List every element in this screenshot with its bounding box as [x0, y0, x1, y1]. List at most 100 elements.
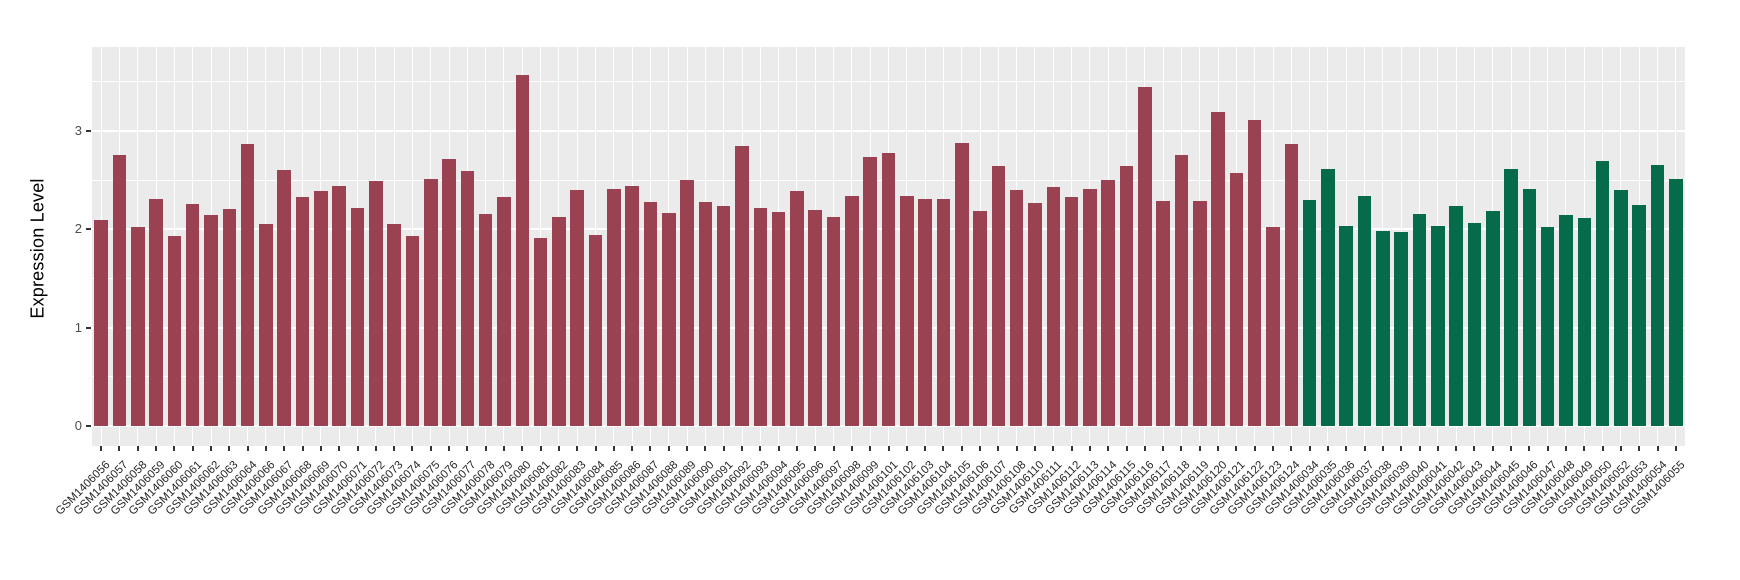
- x-tick-mark: [1546, 446, 1549, 451]
- bar-GSM1406077: [460, 171, 475, 426]
- x-tick-mark: [210, 446, 213, 451]
- x-tick-mark: [1601, 446, 1604, 451]
- x-tick-mark: [777, 446, 780, 451]
- bar-GSM1406067: [277, 170, 292, 426]
- bar-GSM1406034: [1302, 199, 1317, 426]
- x-tick-mark: [1564, 446, 1567, 451]
- bar-GSM1406073: [387, 224, 401, 426]
- bar-GSM1406112: [1064, 196, 1079, 426]
- x-tick-mark: [667, 446, 670, 451]
- x-tick-mark: [997, 446, 1000, 451]
- x-tick-mark: [1510, 446, 1513, 451]
- bar-GSM1406122: [1247, 120, 1262, 426]
- y-tick-label: 2: [74, 221, 82, 237]
- y-tick-mark: [86, 228, 91, 231]
- bar-GSM1406072: [369, 181, 383, 426]
- bar-GSM1406071: [350, 207, 365, 426]
- x-tick-mark: [1052, 446, 1055, 451]
- x-tick-mark: [704, 446, 707, 451]
- x-tick-mark: [1491, 446, 1494, 451]
- x-tick-mark: [1015, 446, 1018, 451]
- bar-GSM1406068: [295, 196, 310, 426]
- y-tick-mark: [86, 425, 91, 427]
- x-tick-mark: [1253, 446, 1256, 451]
- x-tick-mark: [631, 446, 634, 451]
- bar-GSM1406075: [423, 179, 438, 426]
- x-tick-mark: [319, 446, 322, 451]
- x-tick-mark: [1107, 446, 1110, 451]
- bar-GSM1406118: [1174, 154, 1189, 426]
- bar-GSM1406060: [167, 236, 182, 426]
- bar-GSM1406108: [1009, 190, 1024, 426]
- bar-GSM1406091: [716, 205, 731, 426]
- x-tick-mark: [979, 446, 982, 451]
- bar-GSM1406048: [1559, 214, 1573, 426]
- x-tick-mark: [448, 446, 451, 451]
- x-tick-mark: [1235, 446, 1238, 451]
- x-tick-mark: [887, 446, 890, 451]
- bar-GSM1406085: [607, 189, 621, 426]
- bar-GSM1406041: [1431, 226, 1445, 426]
- bar-GSM1406064: [240, 143, 255, 426]
- x-tick-mark: [466, 446, 469, 451]
- x-tick-mark: [1638, 446, 1641, 451]
- bar-GSM1406086: [625, 186, 639, 426]
- x-tick-mark: [1070, 446, 1073, 451]
- x-tick-mark: [1656, 446, 1659, 451]
- x-tick-mark: [1473, 446, 1476, 451]
- x-tick-mark: [1400, 446, 1403, 451]
- x-tick-mark: [1125, 446, 1128, 451]
- bar-GSM1406107: [991, 166, 1006, 426]
- bar-GSM1406037: [1357, 195, 1372, 426]
- bar-GSM1406119: [1193, 200, 1207, 426]
- bar-GSM1406058: [131, 227, 145, 426]
- bar-GSM1406120: [1211, 112, 1225, 426]
- bar-GSM1406103: [918, 198, 932, 426]
- x-tick-mark: [173, 446, 176, 451]
- bar-GSM1406105: [954, 142, 969, 426]
- x-tick-mark: [484, 446, 487, 451]
- x-tick-mark: [283, 446, 286, 451]
- bar-GSM1406080: [515, 75, 530, 426]
- bar-GSM1406081: [533, 238, 548, 426]
- x-tick-mark: [1088, 446, 1091, 451]
- bar-GSM1406102: [900, 195, 914, 426]
- bar-GSM1406121: [1229, 173, 1244, 426]
- bar-GSM1406124: [1284, 143, 1299, 426]
- bar-GSM1406070: [332, 186, 346, 426]
- bar-GSM1406082: [552, 216, 566, 426]
- x-tick-mark: [722, 446, 725, 451]
- bar-GSM1406040: [1412, 213, 1427, 426]
- x-tick-mark: [1033, 446, 1036, 451]
- y-tick-label: 3: [74, 123, 82, 139]
- x-tick-mark: [1326, 446, 1329, 451]
- bar-GSM1406047: [1540, 227, 1555, 426]
- x-tick-mark: [576, 446, 579, 451]
- bar-GSM1406052: [1614, 190, 1628, 426]
- x-tick-mark: [759, 446, 762, 451]
- x-tick-mark: [191, 446, 194, 451]
- x-tick-mark: [1619, 446, 1622, 451]
- x-tick-mark: [1528, 446, 1531, 451]
- bar-GSM1406089: [680, 180, 694, 426]
- x-tick-mark: [557, 446, 560, 451]
- bar-GSM1406046: [1522, 189, 1537, 426]
- bar-GSM1406076: [442, 158, 456, 426]
- x-tick-mark: [795, 446, 798, 451]
- bar-GSM1406043: [1467, 222, 1482, 426]
- x-tick-mark: [136, 446, 139, 451]
- y-tick-mark: [86, 326, 91, 329]
- x-tick-mark: [905, 446, 908, 451]
- bar-GSM1406087: [643, 201, 658, 426]
- bar-GSM1406045: [1504, 169, 1518, 426]
- bar-GSM1406104: [936, 198, 951, 426]
- bar-GSM1406115: [1119, 166, 1134, 426]
- x-tick-mark: [521, 446, 524, 451]
- x-tick-mark: [1308, 446, 1311, 451]
- x-tick-mark: [1436, 446, 1439, 451]
- x-tick-mark: [1198, 446, 1201, 451]
- bar-GSM1406054: [1650, 164, 1665, 426]
- bar-GSM1406111: [1046, 187, 1061, 426]
- x-tick-mark: [649, 446, 652, 451]
